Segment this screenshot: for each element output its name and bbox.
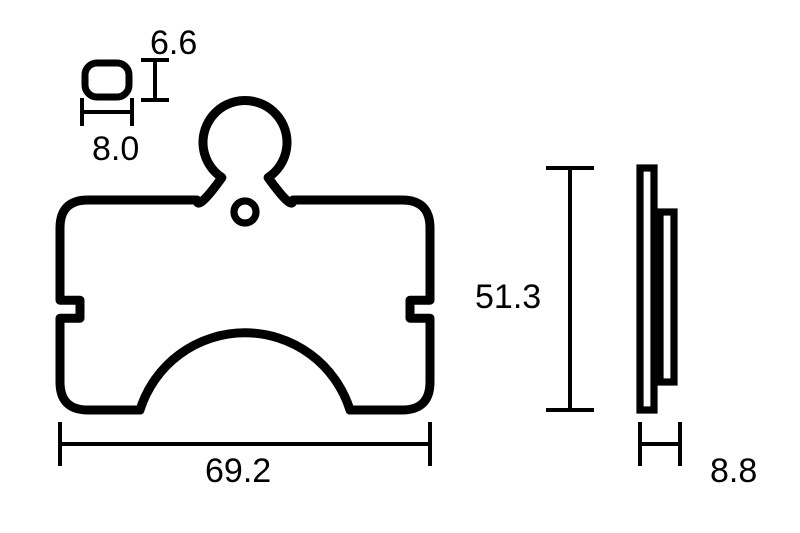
diagram-stage: 6.6 8.0 51.3 69.2 8.8 <box>0 0 800 533</box>
side-width-label: 8.8 <box>710 452 757 491</box>
technical-drawing-svg <box>0 0 800 533</box>
pad-width-label: 69.2 <box>205 452 271 491</box>
pill-width-label: 8.0 <box>92 130 139 169</box>
pill-height-label: 6.6 <box>150 24 197 63</box>
pad-height-label: 51.3 <box>475 278 541 317</box>
